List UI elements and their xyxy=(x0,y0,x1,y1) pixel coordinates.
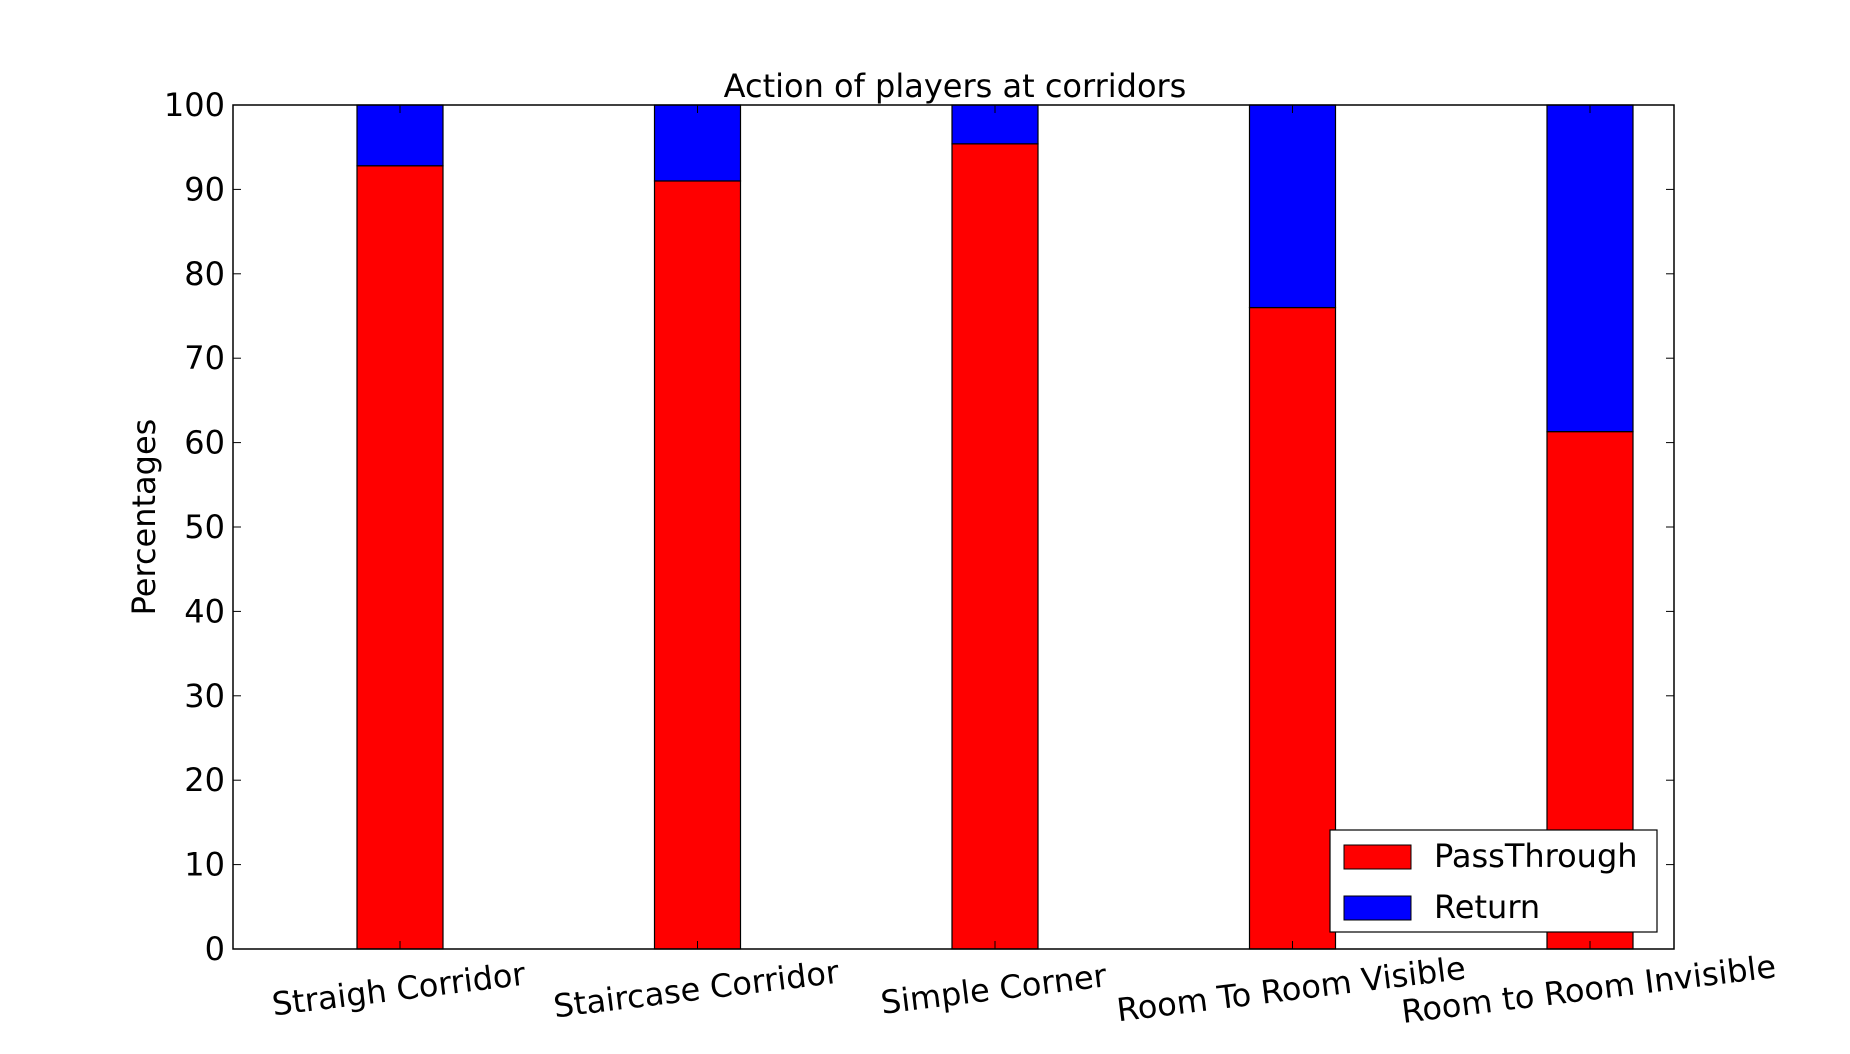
bar-passthrough-2 xyxy=(653,180,742,950)
bar-return-4 xyxy=(1248,104,1337,309)
legend-label-passthrough: PassThrough xyxy=(1434,837,1638,875)
y-axis-label: Percentages xyxy=(125,419,163,616)
legend-swatch-return xyxy=(1343,895,1412,921)
legend-swatch-passthrough xyxy=(1343,844,1412,870)
bar-passthrough-1 xyxy=(356,165,444,950)
bar-passthrough-3 xyxy=(951,143,1039,950)
y-tick-label: 30 xyxy=(184,677,225,715)
y-tick-label: 10 xyxy=(184,846,225,884)
x-tick-label: Simple Corner xyxy=(879,956,1110,1021)
x-tick-label: Staircase Corridor xyxy=(551,953,841,1026)
y-tick-label: 40 xyxy=(184,592,225,630)
y-tick-label: 50 xyxy=(184,508,225,546)
legend: PassThrough Return xyxy=(1329,829,1658,933)
y-tick-label: 0 xyxy=(205,930,225,968)
x-tick-label: Straigh Corridor xyxy=(270,955,528,1024)
bar-return-1 xyxy=(356,104,444,167)
y-tick-label: 70 xyxy=(184,339,225,377)
bar-return-5 xyxy=(1546,104,1634,433)
legend-label-return: Return xyxy=(1434,888,1540,926)
y-tick-label: 20 xyxy=(184,761,225,799)
chart-title: Action of players at corridors xyxy=(724,67,1187,105)
y-tick-label: 100 xyxy=(164,86,225,124)
bar-return-2 xyxy=(653,104,742,182)
plot-frame xyxy=(232,104,1675,950)
y-tick-label: 90 xyxy=(184,170,225,208)
bar-passthrough-4 xyxy=(1248,306,1337,950)
y-tick-label: 80 xyxy=(184,255,225,293)
y-tick-label: 60 xyxy=(184,424,225,462)
